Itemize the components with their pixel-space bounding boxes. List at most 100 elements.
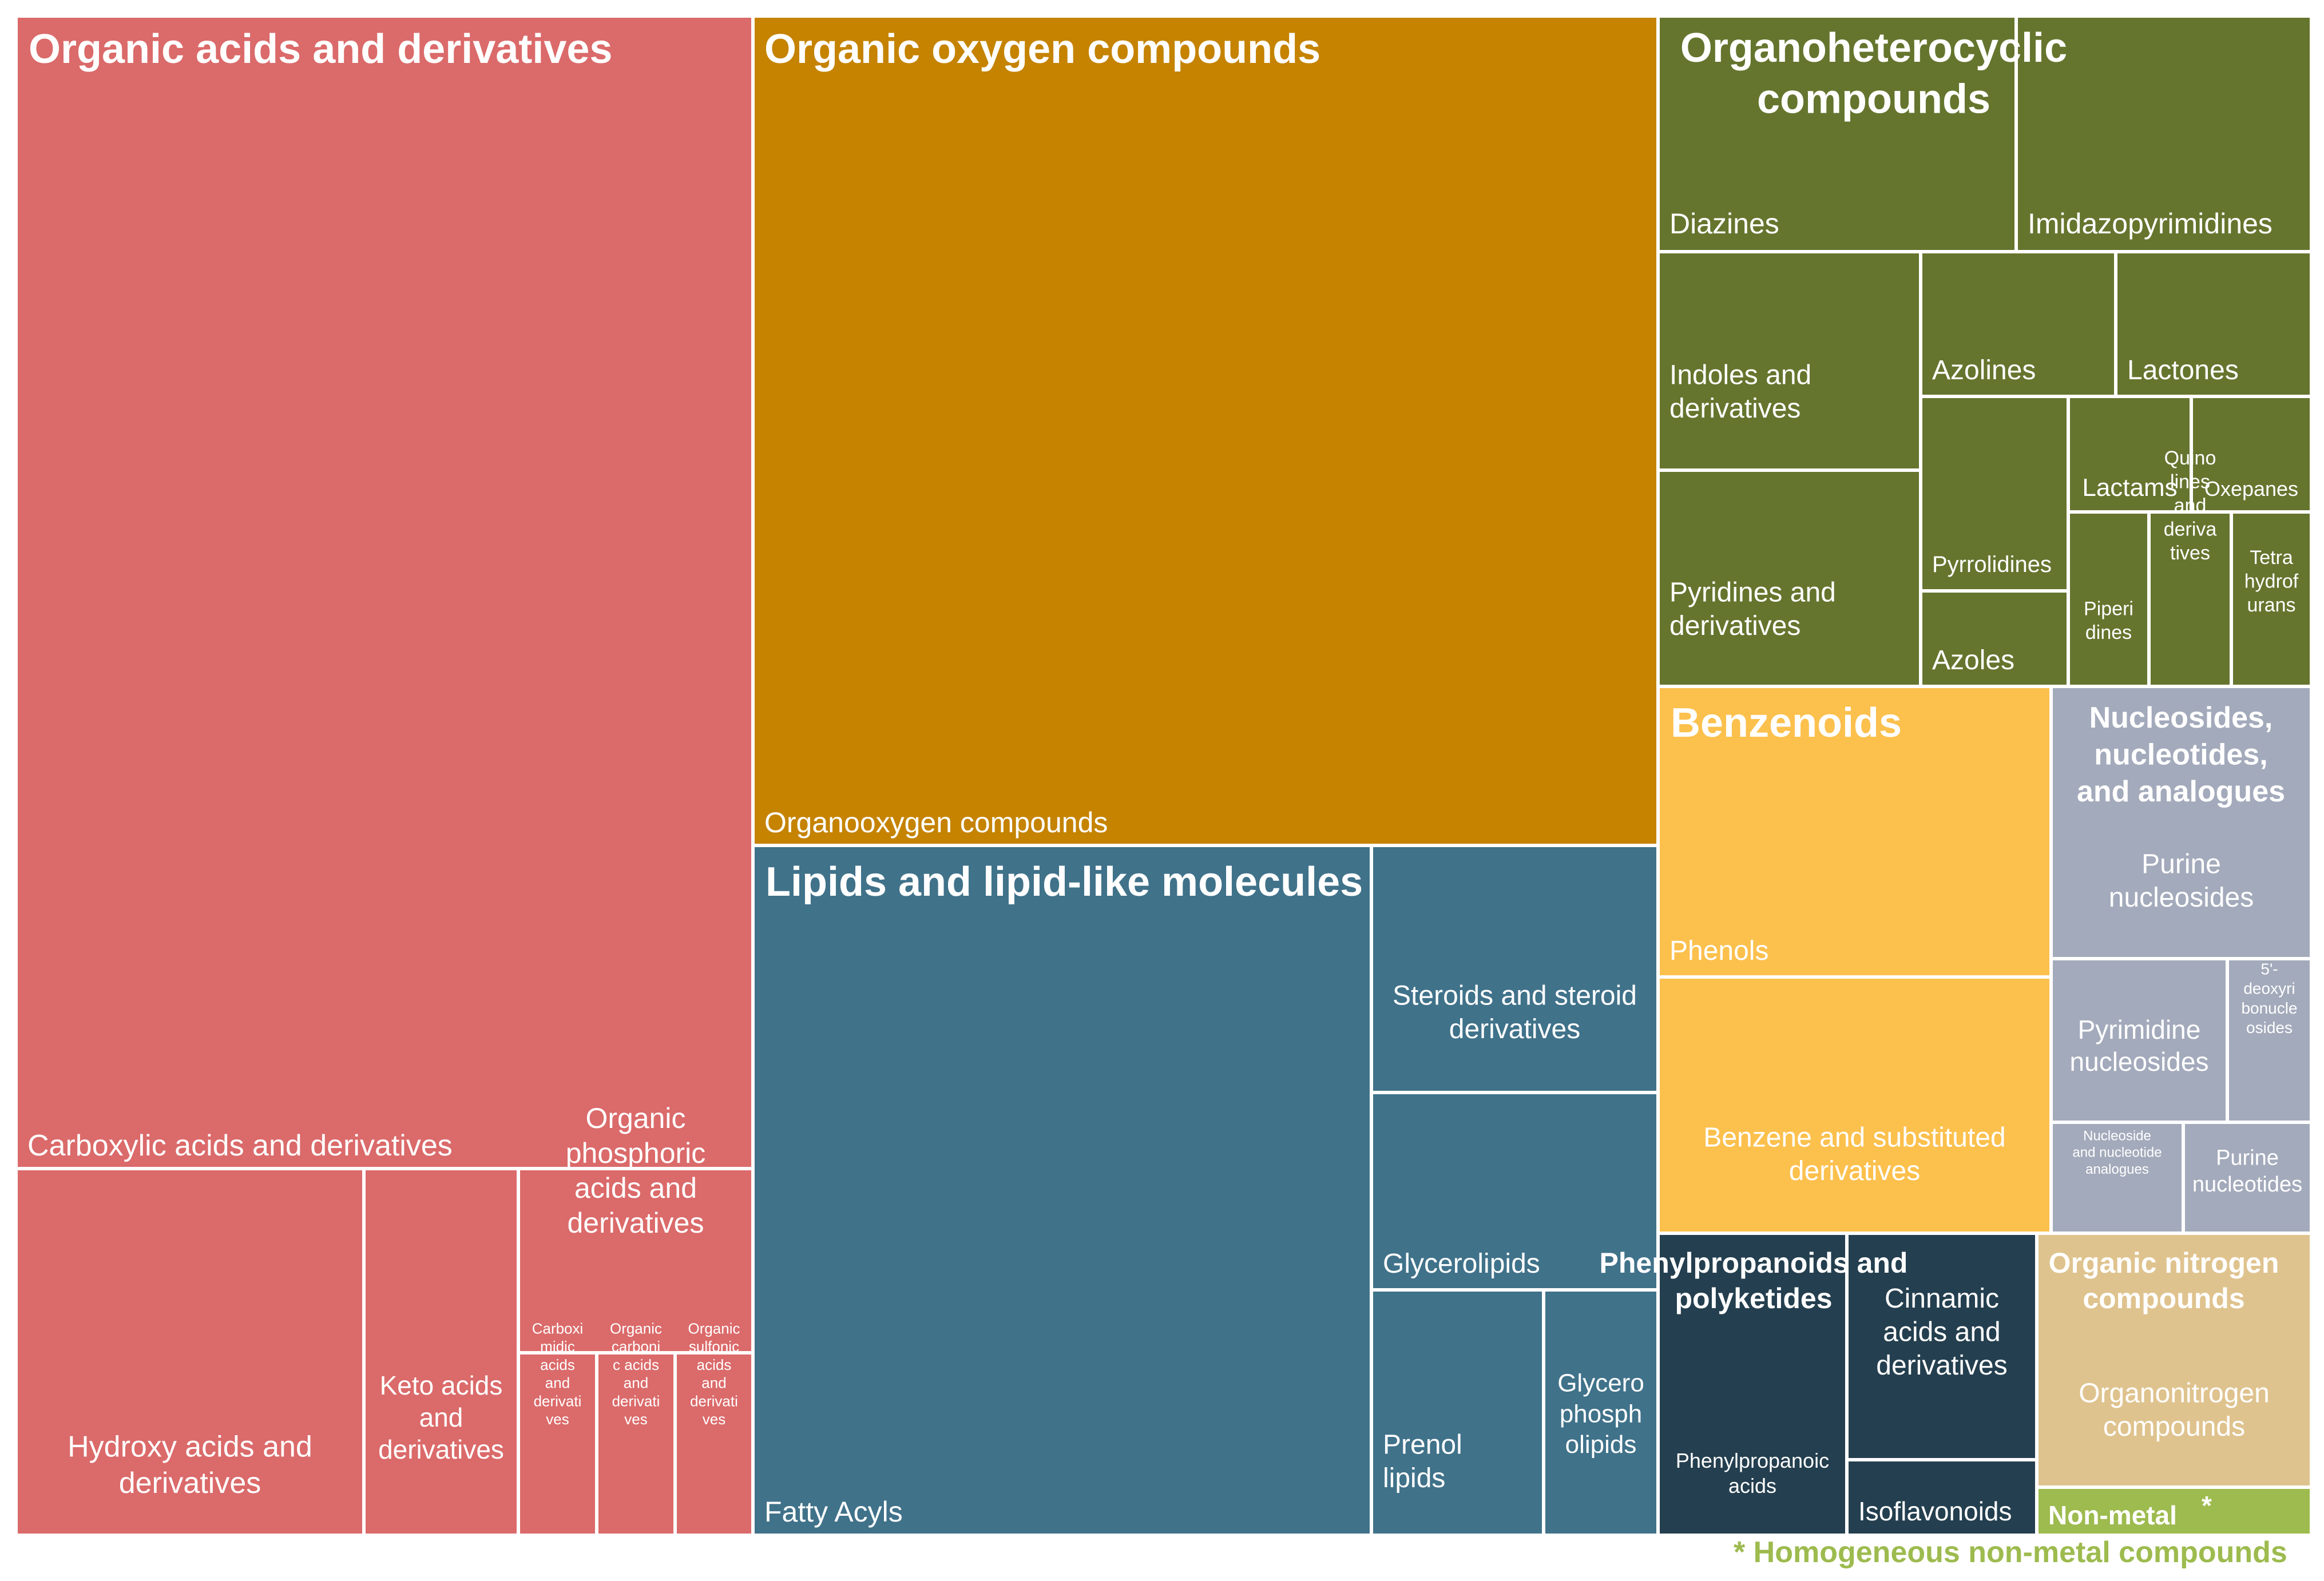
- group-label-non-metal: Non-metal: [2048, 1500, 2177, 1530]
- cell-label-organic-carbonic-acids-and-derivatives-line-2: carboni: [612, 1338, 660, 1355]
- cell-label-diazines: Diazines: [1669, 208, 1779, 240]
- cell-label-glycerolipids: Glycerolipids: [1383, 1249, 1540, 1279]
- cell-label-tetrahydrofurans-line-2: hydrof: [2244, 571, 2299, 593]
- cell-label-organic-phosphoric-acids-and-derivatives-line-2: phosphoric: [566, 1137, 706, 1169]
- treemap-cell-lactones: Lactones: [2114, 250, 2313, 398]
- cell-rect-fatty-acyls: [751, 844, 1373, 1537]
- cell-label-organic-sulfonic-acids-and-derivatives-line-2: sulfonic: [689, 1338, 739, 1355]
- cell-label-quinolines-and-derivatives-line-3: and: [2174, 495, 2207, 517]
- cell-label-keto-acids-and-derivatives-line-2: and: [419, 1403, 463, 1432]
- cell-label-isoflavonoids: Isoflavonoids: [1858, 1496, 2012, 1526]
- treemap-cell-lactams: Lactams: [2067, 395, 2193, 514]
- cell-rect-non-metal: [2035, 1485, 2313, 1537]
- cell-label-piperidines-line-2: dines: [2085, 622, 2132, 643]
- cell-label-quinolines-and-derivatives-line-4: deriva: [2164, 519, 2217, 541]
- cell-label-quinolines-and-derivatives-line-2: lines: [2170, 471, 2210, 493]
- cell-label-pyrimidine-nucleosides-line-2: nucleosides: [2070, 1047, 2209, 1076]
- cell-label-organic-phosphoric-acids-and-derivatives-line-3: acids and: [574, 1172, 697, 1204]
- cell-label-hydroxy-acids-and-derivatives-line-2: derivatives: [119, 1467, 261, 1500]
- cell-rect-pyrrolidines: [1919, 395, 2070, 593]
- cell-label-indoles-and-derivatives-line-1: Indoles and: [1669, 360, 1811, 390]
- treemap-cell-phenols: Phenols: [1656, 685, 2053, 979]
- cell-label-organic-carbonic-acids-and-derivatives-line-3: c acids: [613, 1356, 659, 1373]
- cell-rect-5-deoxyribonucleosides: [2226, 957, 2313, 1124]
- group-label-lipids-and-lipid-like-molecules: Lipids and lipid-like molecules: [766, 859, 1363, 905]
- cell-label-hydroxy-acids-and-derivatives-line-1: Hydroxy acids and: [68, 1431, 312, 1464]
- cell-label-benzene-and-substituted-derivatives-line-1: Benzene and substituted: [1703, 1122, 2005, 1153]
- cell-label-glycerophospholipids-line-3: olipids: [1565, 1431, 1637, 1459]
- cell-rect-carboxylic-acids-and-derivatives: [14, 14, 755, 1170]
- cell-label-organic-carbonic-acids-and-derivatives-line-5: derivati: [612, 1392, 660, 1409]
- cell-label-carboximidic-acids-and-derivatives-line-4: and: [545, 1375, 570, 1392]
- cell-rect-piperidines: [2067, 510, 2151, 688]
- cell-label-lactams: Lactams: [2082, 474, 2177, 502]
- group-label-nucleosides-nucleotides-and-analogues-line-2: nucleotides,: [2094, 738, 2267, 771]
- cell-rect-benzene-and-substituted-derivatives: [1656, 975, 2053, 1235]
- cell-label-fatty-acyls: Fatty Acyls: [764, 1496, 903, 1528]
- group-label-nucleosides-nucleotides-and-analogues-line-3: and analogues: [2077, 775, 2285, 808]
- treemap-cell-azolines: Azolines: [1919, 250, 2117, 398]
- group-label-organic-oxygen-compounds: Organic oxygen compounds: [764, 26, 1320, 72]
- cell-label-nucleoside-and-nucleotide-analogues-line-1: Nucleoside: [2083, 1128, 2151, 1143]
- cell-label-steroids-and-steroid-derivatives-line-1: Steroids and steroid: [1393, 980, 1637, 1011]
- cell-label-prenol-lipids-line-2: lipids: [1383, 1463, 1445, 1493]
- cell-label-organic-carbonic-acids-and-derivatives-line-1: Organic: [610, 1320, 662, 1337]
- group-label-phenylpropanoids-and-polyketides-line-2: polyketides: [1675, 1282, 1832, 1314]
- cell-rect-imidazopyrimidines: [2014, 14, 2313, 253]
- group-label-nucleosides-nucleotides-and-analogues-line-1: Nucleosides,: [2089, 701, 2273, 734]
- treemap-cell-oxepanes: Oxepanes: [2190, 395, 2313, 514]
- cell-label-steroids-and-steroid-derivatives-line-2: derivatives: [1449, 1014, 1580, 1044]
- cell-label-phenylpropanoic-acids-line-2: acids: [1728, 1474, 1776, 1497]
- group-label-organic-acids-and-derivatives: Organic acids and derivatives: [29, 26, 612, 72]
- cell-label-5-deoxyribonucleosides-line-1: 5'-: [2260, 960, 2278, 978]
- cell-label-carboximidic-acids-and-derivatives-line-5: derivati: [534, 1392, 582, 1409]
- group-label-organoheterocyclic-compounds-line-2: compounds: [1757, 76, 1990, 122]
- cell-rect-phenols: [1656, 685, 2053, 979]
- treemap-cell-indoles-and-derivatives: Indoles and derivatives: [1656, 250, 1922, 472]
- cell-rect-oxepanes: [2190, 395, 2313, 514]
- cell-rect-purine-nucleotides: [2182, 1121, 2313, 1235]
- cell-label-pyrrolidines: Pyrrolidines: [1932, 552, 2052, 577]
- group-label-organic-nitrogen-compounds-line-1: Organic nitrogen: [2049, 1247, 2279, 1279]
- cell-label-5-deoxyribonucleosides-line-2: deoxyri: [2243, 980, 2295, 998]
- group-label-phenylpropanoids-and-polyketides-line-1: Phenylpropanoids and: [1600, 1247, 1908, 1279]
- cell-label-carboxylic-acids-and-derivatives: Carboxylic acids and derivatives: [27, 1129, 453, 1162]
- cell-label-glycerophospholipids-line-2: phosph: [1560, 1400, 1642, 1428]
- treemap-cell-keto-acids-and-derivatives: Keto acids and derivatives: [362, 1167, 520, 1537]
- cell-label-prenol-lipids-line-1: Prenol: [1383, 1429, 1462, 1460]
- cell-label-carboximidic-acids-and-derivatives-line-6: ves: [546, 1411, 569, 1428]
- cell-label-oxepanes: Oxepanes: [2204, 477, 2298, 500]
- cell-rect-pyridines-and-derivatives: [1656, 468, 1922, 688]
- cell-label-nucleoside-and-nucleotide-analogues-line-3: analogues: [2085, 1162, 2149, 1177]
- cell-label-imidazopyrimidines: Imidazopyrimidines: [2028, 208, 2273, 240]
- cell-label-keto-acids-and-derivatives-line-3: derivatives: [378, 1435, 504, 1464]
- cell-label-tetrahydrofurans-line-1: Tetra: [2250, 547, 2293, 569]
- cell-rect-diazines: [1656, 14, 2018, 253]
- cell-label-tetrahydrofurans-line-3: urans: [2247, 594, 2295, 616]
- cell-label-cinnamic-acids-and-derivatives-line-2: acids and: [1883, 1317, 2000, 1347]
- treemap-cell-organooxygen-compounds: Organooxygen compounds: [751, 14, 1660, 847]
- cell-rect-organic-phosphoric-acids-and-derivatives: [517, 1167, 755, 1354]
- cell-rect-lactones: [2114, 250, 2313, 398]
- treemap-cell-glycerophospholipids: Glycero phosph olipids: [1542, 1288, 1660, 1537]
- cell-rect-phenylpropanoic-acids: [1656, 1232, 1849, 1537]
- treemap-cell-pyrimidine-nucleosides: Pyrimidine nucleosides: [2049, 957, 2229, 1124]
- cell-label-cinnamic-acids-and-derivatives-line-3: derivatives: [1876, 1350, 2007, 1381]
- cell-label-5-deoxyribonucleosides-line-3: bonucle: [2241, 999, 2297, 1017]
- cell-rect-keto-acids-and-derivatives: [362, 1167, 520, 1537]
- cell-label-organic-sulfonic-acids-and-derivatives-line-6: ves: [703, 1411, 725, 1428]
- cell-label-pyridines-and-derivatives-line-1: Pyridines and: [1669, 577, 1836, 607]
- group-label-organic-nitrogen-compounds-line-2: compounds: [2083, 1282, 2244, 1314]
- cell-rect-carboximidic-acids-and-derivatives: [517, 1351, 598, 1537]
- footnote: * Homogeneous non-metal compounds: [1734, 1536, 2287, 1569]
